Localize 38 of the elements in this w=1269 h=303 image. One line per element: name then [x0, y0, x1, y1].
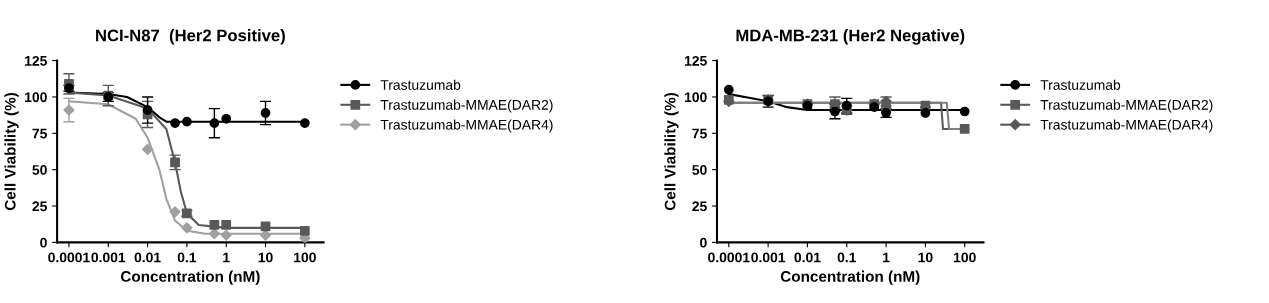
chart-title: NCI-N87 (Her2 Positive)	[96, 29, 285, 45]
x-tick-label: 0.001	[91, 252, 126, 263]
y-axis-title: Cell Viability (%)	[4, 92, 19, 211]
x-tick-label: 0.1	[837, 252, 857, 263]
x-tick-label: 1	[883, 252, 890, 263]
x-tick-label: 0.01	[794, 252, 821, 263]
chart-title: MDA-MB-231 (Her2 Negative)	[736, 29, 965, 45]
x-tick-label: 1	[223, 252, 230, 263]
x-axis-title: Concentration (nM)	[120, 270, 260, 285]
x-tick-label: 0.1	[177, 252, 197, 263]
y-tick-label: 75	[692, 128, 707, 139]
y-tick-label: 0	[700, 237, 707, 248]
legend-label: Trastuzumab-MMAE(DAR4)	[1040, 119, 1213, 133]
legend-label: Trastuzumab-MMAE(DAR2)	[380, 99, 553, 113]
x-tick-label: 0.0001	[48, 252, 90, 263]
x-axis-title: Concentration (nM)	[780, 270, 920, 285]
legend-label: Trastuzumab-MMAE(DAR2)	[1040, 99, 1213, 113]
x-tick-label: 0.01	[134, 252, 161, 263]
y-tick-label: 25	[32, 201, 47, 212]
y-tick-label: 100	[25, 92, 47, 103]
legend-label: Trastuzumab	[380, 79, 461, 90]
y-axis-title: Cell Viability (%)	[664, 92, 679, 211]
y-tick-label: 125	[684, 55, 707, 66]
legend-label: Trastuzumab	[1040, 79, 1121, 90]
x-tick-label: 0.0001	[708, 252, 750, 263]
y-tick-label: 100	[684, 92, 707, 103]
x-tick-label: 10	[918, 252, 933, 263]
y-tick-label: 25	[692, 201, 707, 212]
y-tick-label: 75	[32, 128, 47, 139]
y-tick-label: 0	[40, 237, 47, 248]
y-tick-label: 125	[25, 55, 47, 66]
legend-label: Trastuzumab-MMAE(DAR4)	[380, 119, 553, 133]
x-tick-label: 100	[294, 252, 316, 263]
x-tick-label: 0.001	[751, 252, 786, 263]
x-tick-label: 100	[954, 252, 976, 263]
x-tick-label: 10	[258, 252, 273, 263]
y-tick-label: 50	[692, 165, 707, 175]
y-tick-label: 50	[32, 165, 47, 175]
